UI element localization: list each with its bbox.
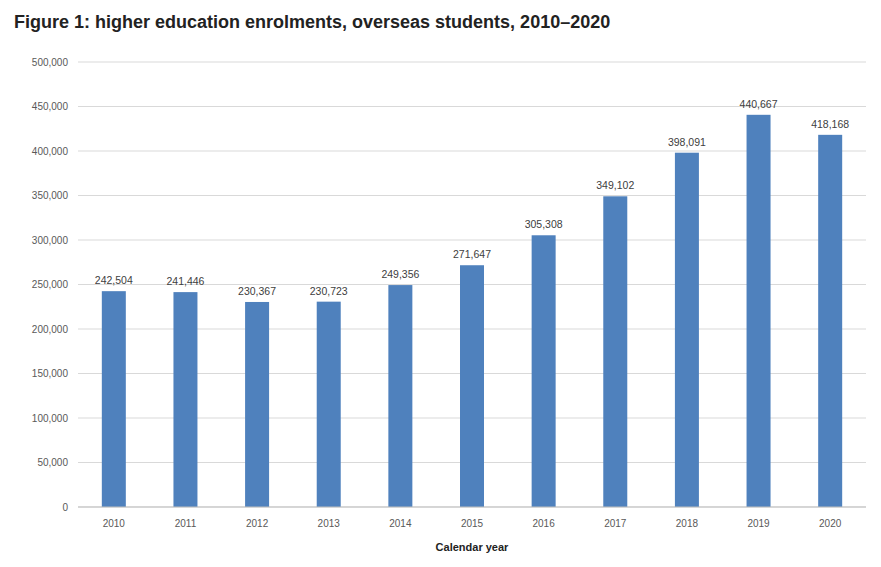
x-axis-label: Calendar year bbox=[436, 541, 509, 553]
bars bbox=[102, 115, 842, 507]
bar bbox=[317, 302, 341, 507]
y-tick-label: 250,000 bbox=[32, 279, 69, 290]
x-tick-label: 2013 bbox=[318, 518, 341, 529]
x-tick-label: 2011 bbox=[175, 518, 197, 529]
bar bbox=[675, 153, 699, 507]
y-tick-label: 200,000 bbox=[32, 324, 69, 335]
chart: Figure 1: higher education enrolments, o… bbox=[0, 0, 881, 567]
x-tick-label: 2018 bbox=[676, 518, 699, 529]
bar bbox=[388, 285, 412, 507]
x-tick-label: 2014 bbox=[389, 518, 412, 529]
grid-line bbox=[78, 507, 866, 508]
data-label: 305,308 bbox=[525, 218, 563, 230]
grid bbox=[78, 62, 866, 507]
x-tick-label: 2020 bbox=[819, 518, 842, 529]
y-tick-label: 450,000 bbox=[32, 101, 69, 112]
data-label: 241,446 bbox=[166, 275, 204, 287]
x-tick-label: 2019 bbox=[747, 518, 770, 529]
data-label: 349,102 bbox=[596, 179, 634, 191]
y-tick-label: 150,000 bbox=[32, 368, 69, 379]
x-axis-line bbox=[78, 507, 866, 508]
y-tick-label: 0 bbox=[62, 502, 68, 513]
x-tick-label: 2016 bbox=[533, 518, 556, 529]
x-tick-label: 2015 bbox=[461, 518, 484, 529]
data-label: 398,091 bbox=[668, 136, 706, 148]
data-label: 271,647 bbox=[453, 248, 491, 260]
y-tick-label: 100,000 bbox=[32, 413, 69, 424]
data-label: 418,168 bbox=[811, 118, 849, 130]
bar bbox=[102, 291, 126, 507]
data-label: 230,367 bbox=[238, 285, 276, 297]
data-label: 440,667 bbox=[740, 98, 778, 110]
bar bbox=[818, 135, 842, 507]
bar bbox=[603, 196, 627, 507]
bar bbox=[173, 292, 197, 507]
bar bbox=[460, 265, 484, 507]
bar bbox=[245, 302, 269, 507]
bar bbox=[532, 235, 556, 507]
y-tick-label: 500,000 bbox=[32, 57, 69, 68]
y-tick-label: 400,000 bbox=[32, 146, 69, 157]
data-label: 249,356 bbox=[381, 268, 419, 280]
y-tick-label: 350,000 bbox=[32, 190, 69, 201]
grid-line bbox=[78, 62, 866, 63]
y-tick-label: 50,000 bbox=[37, 457, 68, 468]
x-tick-label: 2017 bbox=[604, 518, 627, 529]
y-tick-label: 300,000 bbox=[32, 235, 69, 246]
x-tick-label: 2012 bbox=[246, 518, 269, 529]
data-label: 230,723 bbox=[310, 285, 348, 297]
bar bbox=[747, 115, 771, 507]
data-label: 242,504 bbox=[95, 274, 133, 286]
title: Figure 1: higher education enrolments, o… bbox=[14, 12, 610, 32]
x-tick-label: 2010 bbox=[103, 518, 126, 529]
